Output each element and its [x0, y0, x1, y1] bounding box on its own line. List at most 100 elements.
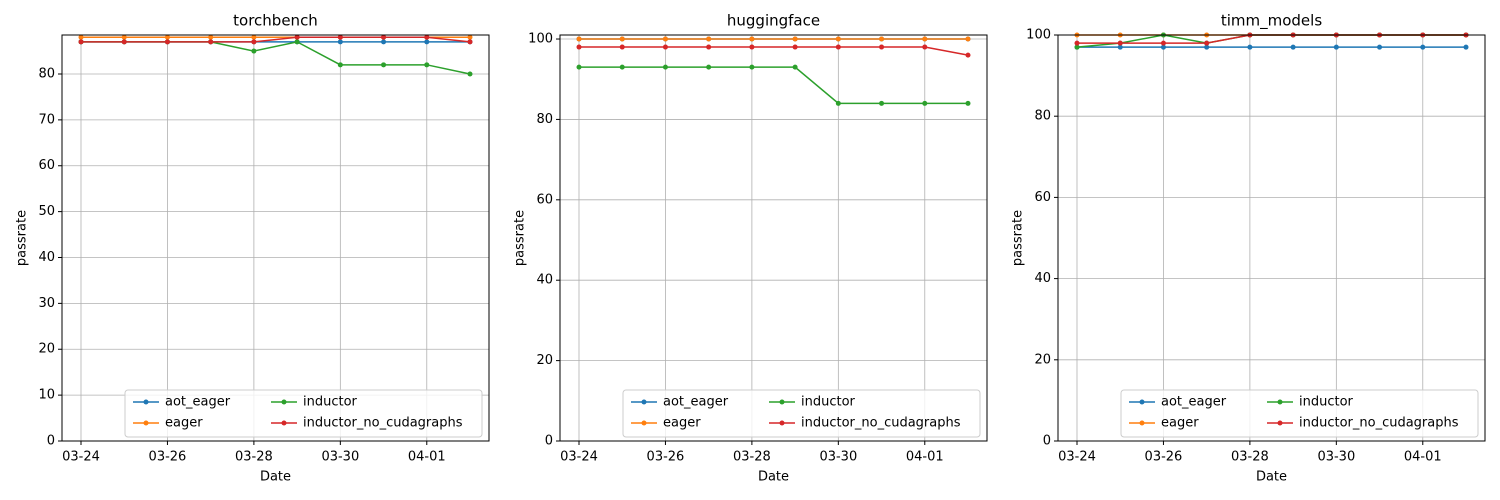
legend-label: inductor_no_cudagraphs	[1299, 416, 1459, 431]
data-point	[922, 100, 928, 106]
y-tick-label: 20	[536, 353, 553, 368]
x-tick-label: 04-01	[906, 450, 944, 465]
legend-label: aot_eager	[663, 395, 729, 410]
data-point	[381, 62, 387, 68]
y-tick-label: 10	[38, 388, 55, 403]
data-point	[424, 39, 430, 45]
data-point	[121, 39, 127, 45]
y-tick-label: 20	[1034, 352, 1051, 367]
data-point	[879, 44, 885, 50]
data-point	[706, 36, 712, 42]
subplot: 0 20 40 60 80 100 03-24 03-26 03-28 03-30 04-01 tim…	[1011, 12, 1486, 485]
legend-label: aot_eager	[165, 395, 231, 410]
legend-marker	[1277, 399, 1283, 405]
chart-title: huggingface	[727, 12, 820, 30]
y-tick-label: 60	[536, 192, 553, 207]
data-point	[792, 36, 798, 42]
data-point	[208, 34, 214, 40]
legend-label: inductor_no_cudagraphs	[801, 416, 961, 431]
data-point	[662, 64, 668, 70]
data-point	[965, 100, 971, 106]
x-axis-label: Date	[1256, 470, 1287, 485]
data-point	[1204, 40, 1210, 46]
legend-label: eager	[165, 416, 203, 431]
data-point	[706, 64, 712, 70]
data-point	[749, 36, 755, 42]
x-tick-label: 03-24	[62, 450, 100, 465]
x-tick-label: 03-30	[1317, 450, 1355, 465]
legend-label: inductor	[303, 395, 358, 410]
legend-marker	[641, 420, 647, 426]
data-point	[467, 71, 473, 77]
x-axis-label: Date	[260, 470, 291, 485]
data-point	[922, 36, 928, 42]
legend-label: inductor_no_cudagraphs	[303, 416, 463, 431]
legend-marker	[1139, 420, 1145, 426]
data-point	[1463, 44, 1469, 50]
x-tick-label: 04-01	[1404, 450, 1442, 465]
legend-marker	[281, 399, 287, 405]
x-tick-label: 03-28	[235, 450, 273, 465]
data-point	[1117, 40, 1123, 46]
data-point	[294, 34, 300, 40]
data-point	[1247, 44, 1253, 50]
data-point	[965, 36, 971, 42]
data-point	[576, 36, 582, 42]
data-point	[1074, 44, 1080, 50]
data-point	[749, 64, 755, 70]
data-point	[1204, 44, 1210, 50]
legend-label: eager	[663, 416, 701, 431]
data-point	[922, 44, 928, 50]
data-point	[164, 39, 170, 45]
series-line	[1077, 34, 1466, 44]
data-point	[706, 44, 712, 50]
data-point	[576, 44, 582, 50]
legend-marker	[641, 399, 647, 405]
data-point	[879, 100, 885, 106]
legend-marker	[779, 420, 785, 426]
data-point	[662, 44, 668, 50]
legend-marker	[1277, 420, 1283, 426]
data-point	[1290, 44, 1296, 50]
data-point	[1160, 44, 1166, 50]
data-point	[78, 39, 84, 45]
y-tick-label: 0	[47, 434, 55, 449]
data-point	[619, 36, 625, 42]
series-line	[579, 46, 969, 56]
legend-marker	[143, 399, 149, 405]
data-point	[1117, 44, 1123, 50]
data-point	[78, 34, 84, 40]
legend-marker	[1139, 399, 1145, 405]
legend-label: aot_eager	[1161, 395, 1227, 410]
data-point	[251, 48, 257, 54]
data-point	[965, 52, 971, 58]
data-point	[164, 34, 170, 40]
x-axis-label: Date	[758, 470, 789, 485]
x-tick-label: 03-30	[321, 450, 359, 465]
subplot: 0 10 20 30 40 50 60 70 80 03-24 03-26 03-28 03-30 04-…	[15, 12, 490, 485]
data-point	[1377, 44, 1383, 50]
y-tick-label: 0	[1043, 434, 1051, 449]
x-tick-label: 03-24	[560, 450, 598, 465]
data-point	[381, 39, 387, 45]
data-point	[424, 34, 430, 40]
series-line	[81, 41, 471, 75]
legend-marker	[281, 420, 287, 426]
y-tick-label: 80	[1034, 109, 1051, 124]
x-tick-label: 03-26	[149, 450, 187, 465]
y-tick-label: 50	[38, 204, 55, 219]
y-tick-label: 100	[528, 32, 553, 47]
data-point	[251, 34, 257, 40]
legend-label: inductor	[1299, 395, 1354, 410]
y-tick-label: 30	[38, 296, 55, 311]
data-point	[662, 36, 668, 42]
y-tick-label: 20	[38, 342, 55, 357]
y-axis-label: passrate	[513, 210, 528, 266]
legend-box	[124, 389, 483, 438]
y-tick-label: 60	[38, 158, 55, 173]
y-tick-label: 0	[545, 434, 553, 449]
y-tick-label: 70	[38, 112, 55, 127]
